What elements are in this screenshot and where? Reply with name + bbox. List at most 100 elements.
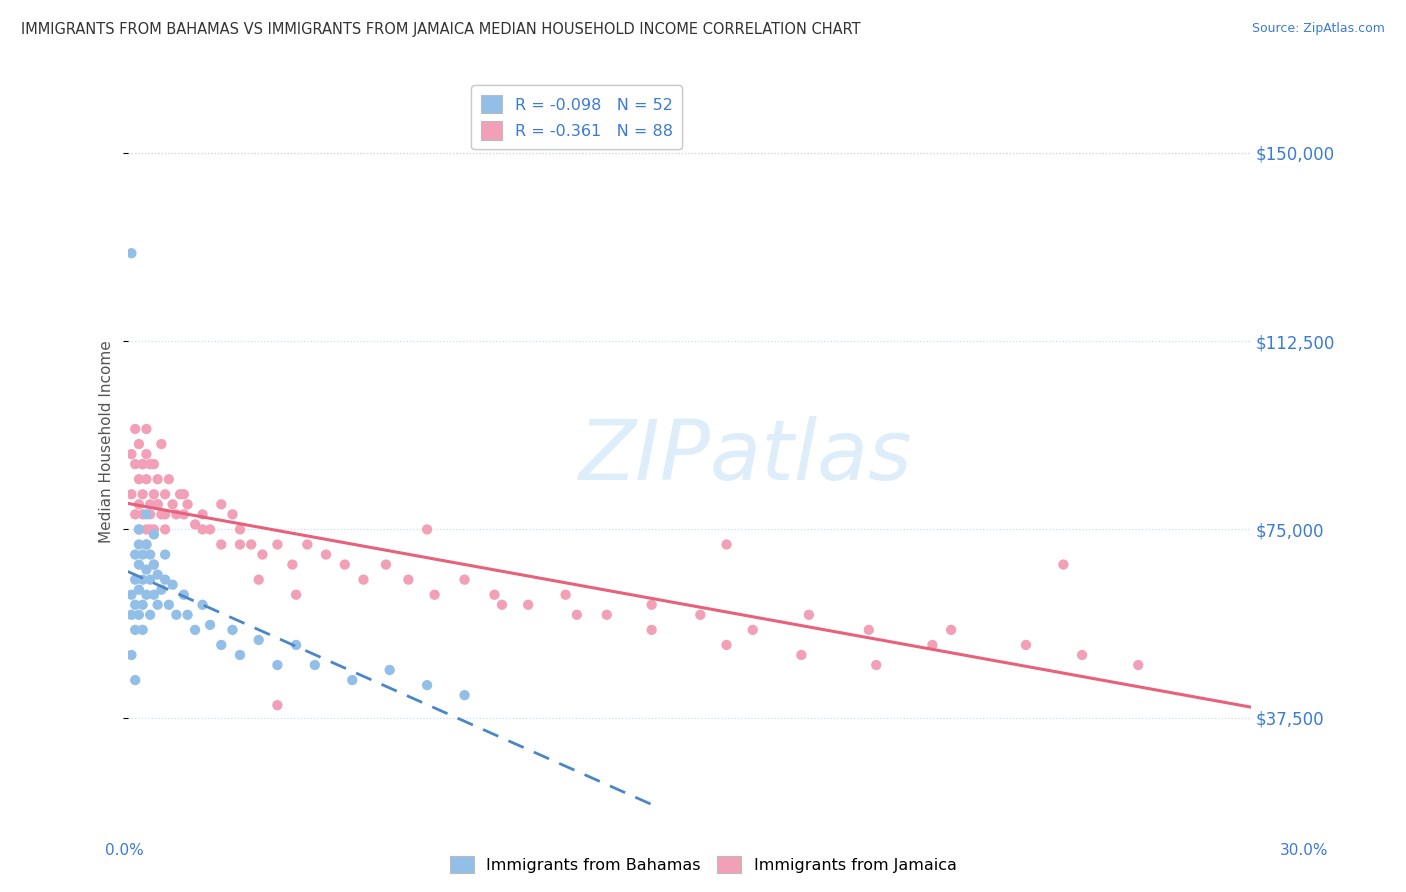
Point bbox=[135, 537, 157, 551]
Point bbox=[266, 537, 288, 551]
Point bbox=[229, 648, 252, 662]
Point bbox=[120, 246, 142, 260]
Text: 30.0%: 30.0% bbox=[1281, 843, 1329, 858]
Point bbox=[128, 472, 150, 486]
Point bbox=[252, 548, 274, 562]
Point bbox=[131, 508, 153, 522]
Point bbox=[416, 523, 439, 537]
Point bbox=[139, 457, 162, 471]
Point bbox=[453, 688, 475, 702]
Point bbox=[139, 497, 162, 511]
Point bbox=[128, 523, 150, 537]
Y-axis label: Median Household Income: Median Household Income bbox=[100, 340, 114, 543]
Point bbox=[266, 658, 288, 673]
Point bbox=[146, 497, 169, 511]
Point bbox=[297, 537, 319, 551]
Point bbox=[689, 607, 711, 622]
Point bbox=[142, 588, 165, 602]
Point bbox=[165, 607, 187, 622]
Point bbox=[169, 487, 191, 501]
Point bbox=[124, 548, 146, 562]
Point bbox=[858, 623, 880, 637]
Point bbox=[221, 508, 243, 522]
Legend: Immigrants from Bahamas, Immigrants from Jamaica: Immigrants from Bahamas, Immigrants from… bbox=[443, 849, 963, 880]
Point bbox=[240, 537, 263, 551]
Point bbox=[565, 607, 588, 622]
Point bbox=[124, 457, 146, 471]
Point bbox=[124, 598, 146, 612]
Point bbox=[157, 472, 180, 486]
Point bbox=[124, 623, 146, 637]
Text: ZIPatlas: ZIPatlas bbox=[578, 416, 912, 497]
Point bbox=[128, 523, 150, 537]
Point bbox=[131, 598, 153, 612]
Point bbox=[124, 573, 146, 587]
Point bbox=[229, 523, 252, 537]
Point bbox=[162, 577, 184, 591]
Point bbox=[716, 638, 738, 652]
Point bbox=[333, 558, 356, 572]
Point bbox=[173, 588, 195, 602]
Point bbox=[173, 487, 195, 501]
Point bbox=[342, 673, 364, 687]
Point bbox=[716, 537, 738, 551]
Point bbox=[741, 623, 763, 637]
Point bbox=[142, 558, 165, 572]
Point bbox=[517, 598, 540, 612]
Point bbox=[176, 607, 198, 622]
Point bbox=[640, 598, 662, 612]
Point bbox=[135, 508, 157, 522]
Point bbox=[374, 558, 396, 572]
Point bbox=[124, 508, 146, 522]
Text: 0.0%: 0.0% bbox=[105, 843, 145, 858]
Point bbox=[209, 497, 232, 511]
Point bbox=[939, 623, 962, 637]
Point bbox=[191, 598, 214, 612]
Point bbox=[209, 537, 232, 551]
Point bbox=[139, 548, 162, 562]
Point bbox=[135, 472, 157, 486]
Point bbox=[173, 508, 195, 522]
Point bbox=[378, 663, 401, 677]
Point bbox=[396, 573, 419, 587]
Point bbox=[790, 648, 813, 662]
Point bbox=[153, 573, 176, 587]
Point bbox=[281, 558, 304, 572]
Point bbox=[135, 523, 157, 537]
Point bbox=[142, 558, 165, 572]
Point bbox=[142, 487, 165, 501]
Point bbox=[142, 457, 165, 471]
Point bbox=[1052, 558, 1074, 572]
Point bbox=[596, 607, 619, 622]
Point bbox=[135, 537, 157, 551]
Point bbox=[120, 588, 142, 602]
Point bbox=[266, 698, 288, 713]
Point bbox=[191, 508, 214, 522]
Point bbox=[157, 598, 180, 612]
Point bbox=[162, 497, 184, 511]
Point bbox=[146, 598, 169, 612]
Point bbox=[128, 607, 150, 622]
Point bbox=[191, 523, 214, 537]
Point bbox=[153, 548, 176, 562]
Point bbox=[315, 548, 337, 562]
Point bbox=[135, 447, 157, 461]
Point bbox=[139, 508, 162, 522]
Point bbox=[120, 607, 142, 622]
Point bbox=[139, 523, 162, 537]
Point bbox=[146, 497, 169, 511]
Text: Source: ZipAtlas.com: Source: ZipAtlas.com bbox=[1251, 22, 1385, 36]
Point bbox=[142, 523, 165, 537]
Point bbox=[165, 508, 187, 522]
Point bbox=[353, 573, 375, 587]
Point bbox=[285, 588, 308, 602]
Point bbox=[128, 497, 150, 511]
Point bbox=[640, 623, 662, 637]
Point bbox=[304, 658, 326, 673]
Point bbox=[153, 487, 176, 501]
Point bbox=[131, 623, 153, 637]
Point bbox=[146, 567, 169, 582]
Point bbox=[285, 638, 308, 652]
Point bbox=[128, 582, 150, 597]
Point bbox=[139, 607, 162, 622]
